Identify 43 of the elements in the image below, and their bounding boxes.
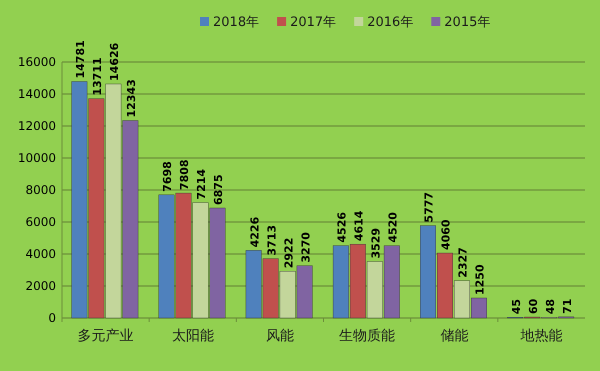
- data-label: 7214: [195, 168, 208, 200]
- y-tick-label: 14000: [18, 87, 56, 101]
- legend-label: 2015年: [444, 15, 490, 30]
- data-label: 60: [526, 298, 540, 314]
- data-label: 4226: [248, 216, 262, 248]
- data-label: 45: [510, 298, 523, 314]
- y-tick-label: 12000: [18, 119, 56, 133]
- data-label: 4526: [336, 212, 349, 243]
- data-label: 71: [560, 298, 574, 314]
- data-label: 4614: [352, 210, 366, 242]
- data-label: 3529: [370, 228, 383, 259]
- data-label: 6875: [212, 174, 226, 205]
- y-tick-label: 16000: [18, 55, 56, 69]
- x-tick-label: 生物质能: [339, 328, 396, 344]
- data-label: 7698: [161, 161, 174, 192]
- data-label: 3713: [265, 224, 278, 256]
- data-label: 1250: [474, 264, 487, 295]
- data-label: 2327: [456, 247, 470, 278]
- data-label: 12343: [125, 79, 138, 118]
- legend-label: 2016年: [367, 15, 414, 30]
- x-tick-label: 多元产业: [78, 328, 134, 344]
- y-tick-label: 8000: [25, 183, 56, 197]
- x-tick-label: 地热能: [519, 328, 562, 344]
- y-tick-label: 4000: [25, 247, 56, 261]
- x-tick-label: 储能: [440, 328, 468, 344]
- data-label: 7808: [178, 159, 192, 190]
- y-tick-label: 2000: [25, 279, 56, 293]
- data-label: 14626: [108, 42, 122, 81]
- y-tick-label: 6000: [25, 215, 56, 229]
- x-tick-label: 风能: [266, 328, 294, 344]
- data-label: 3270: [299, 232, 312, 263]
- data-label: 48: [544, 298, 557, 314]
- x-tick-label: 太阳能: [172, 328, 214, 344]
- legend-label: 2018年: [213, 15, 260, 30]
- y-tick-label: 10000: [18, 151, 56, 165]
- data-label: 14781: [74, 40, 88, 79]
- data-label: 2922: [282, 238, 296, 268]
- data-label: 4060: [440, 219, 453, 250]
- legend-label: 2017年: [290, 15, 336, 30]
- y-tick-label: 0: [48, 311, 56, 325]
- data-label: 4520: [386, 212, 400, 243]
- data-label: 5777: [422, 192, 436, 223]
- data-label: 13711: [91, 57, 104, 96]
